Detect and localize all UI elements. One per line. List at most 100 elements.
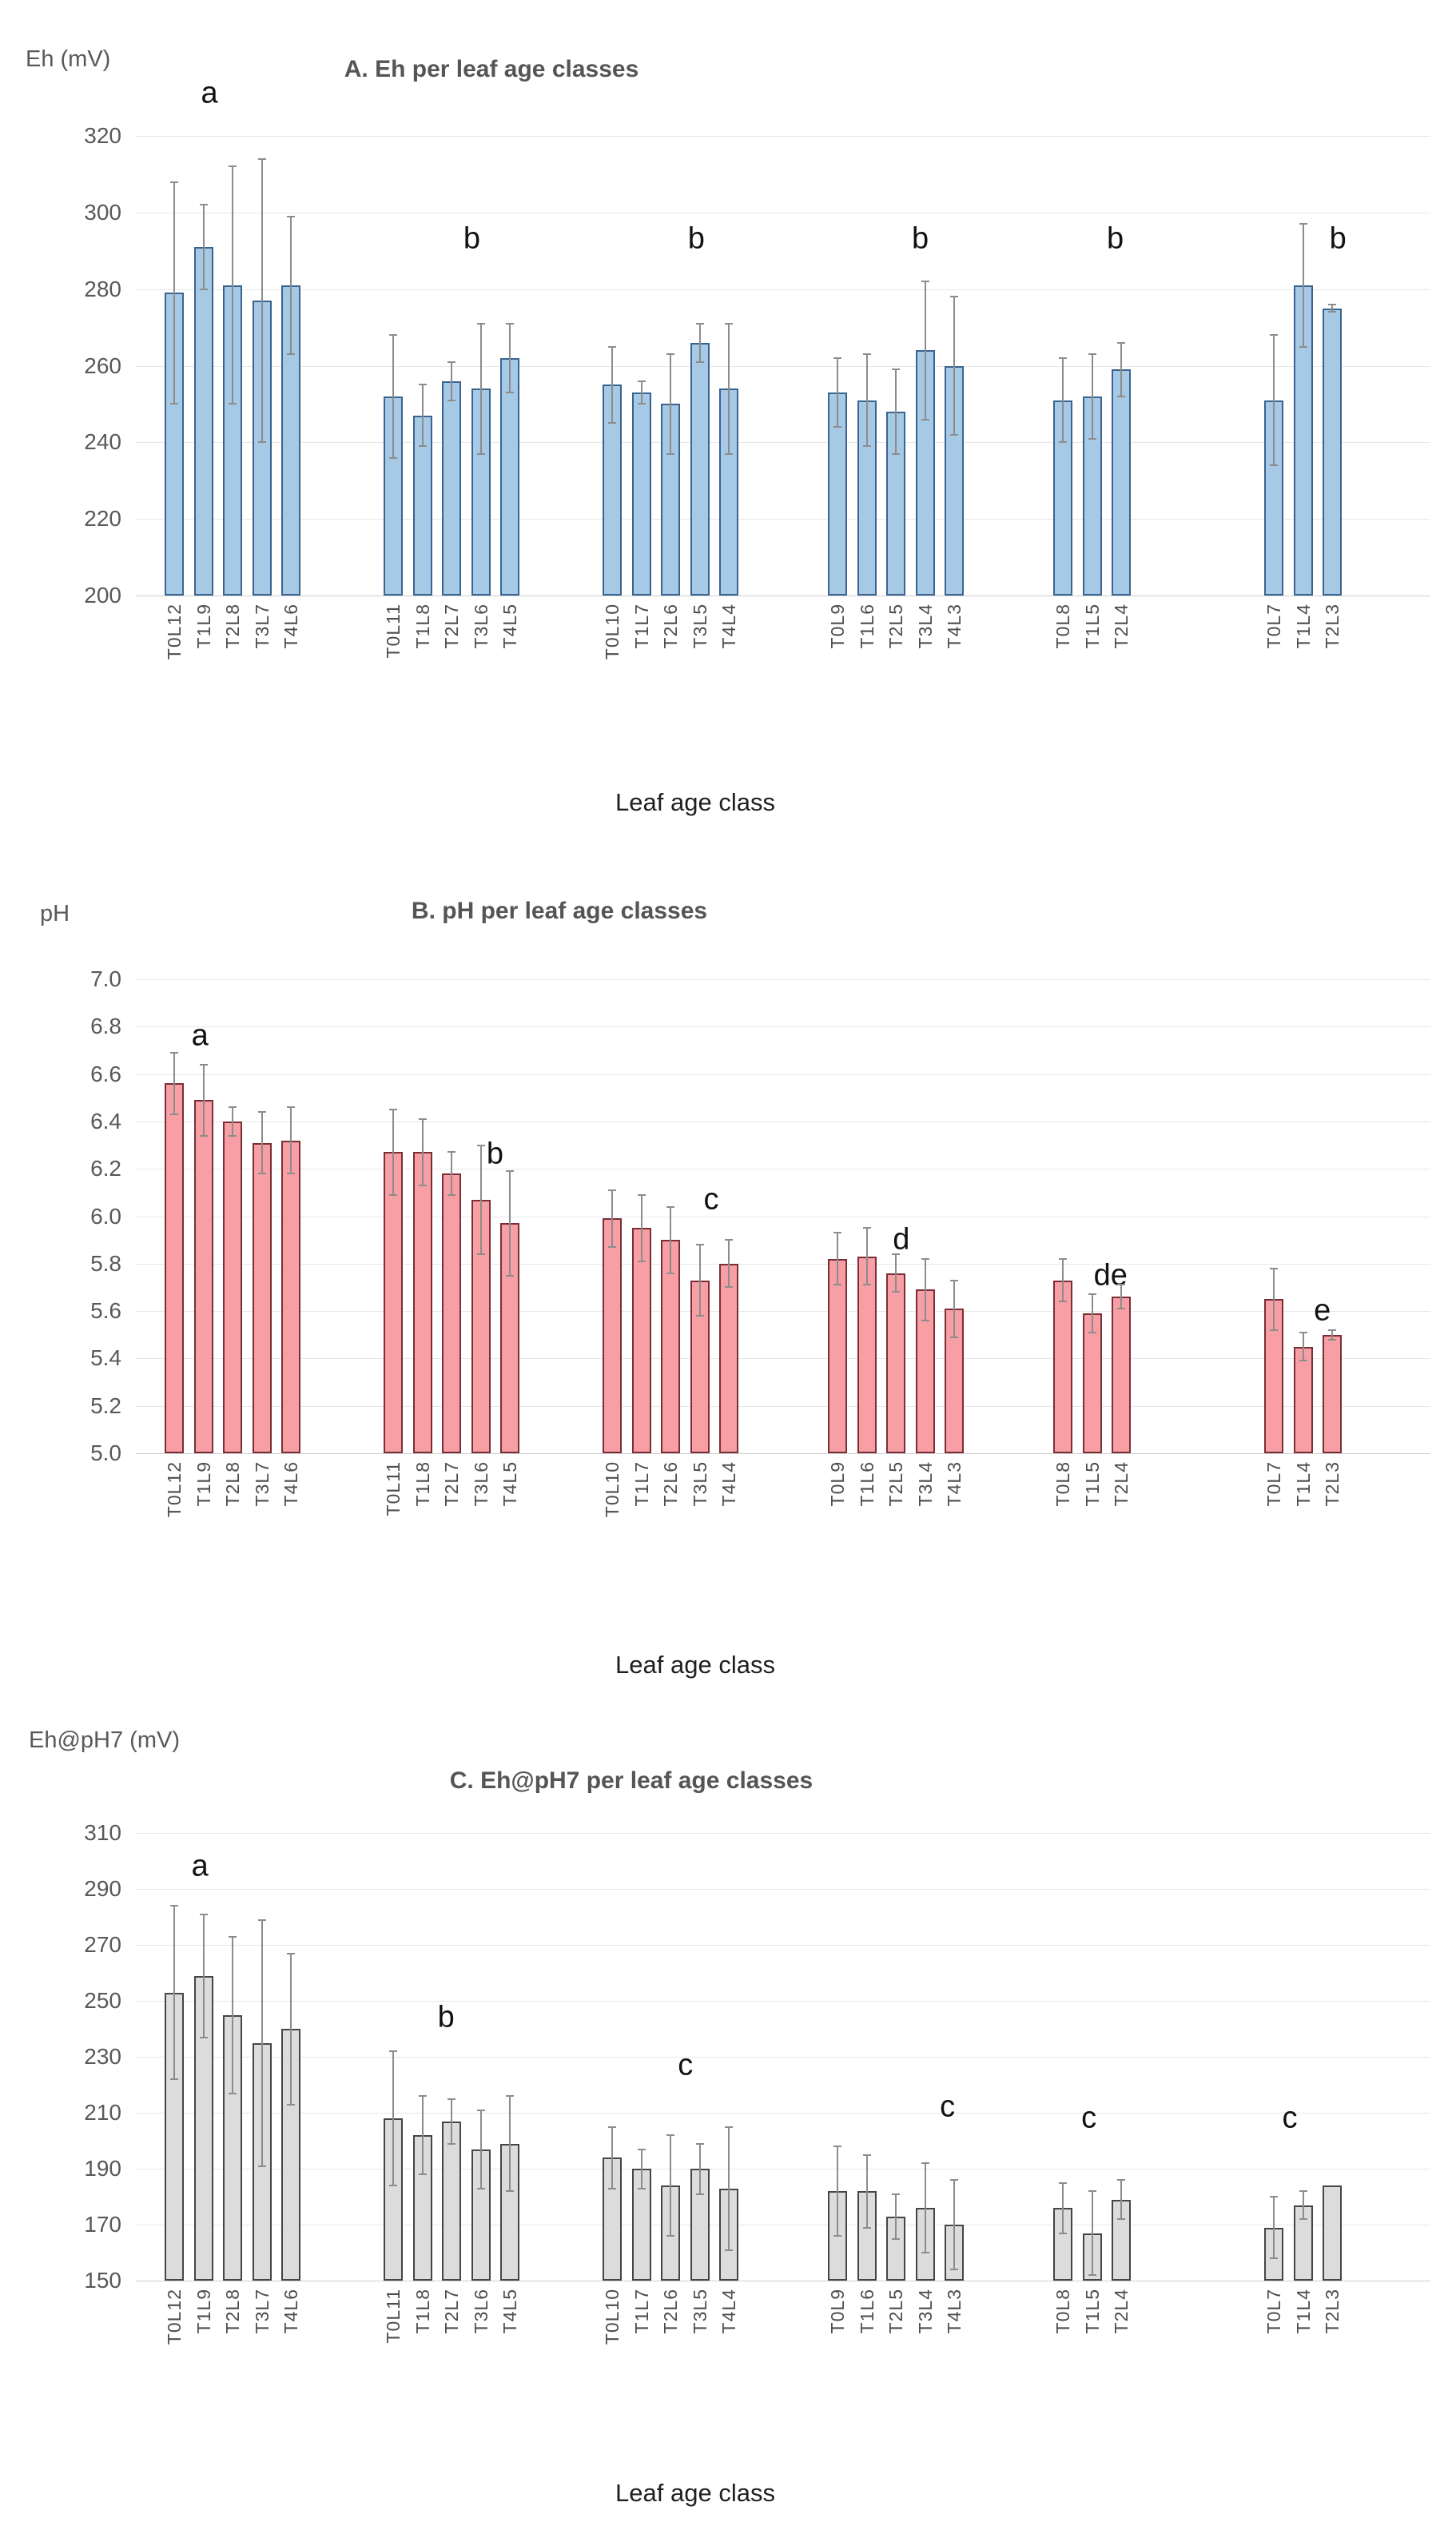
bar-t4l3 (945, 1309, 964, 1453)
error-bar-cap-top (257, 1111, 266, 1114)
error-bar-cap-top (637, 2148, 646, 2150)
error-bar-cap-top (199, 1063, 208, 1066)
error-bar-cap-top (287, 215, 295, 217)
error-bar-cap-bottom (1270, 1329, 1278, 1331)
error-bar-cap-top (1299, 1331, 1307, 1333)
error-bar-line (1331, 304, 1333, 313)
significance-letter: b (437, 2000, 455, 2034)
x-axis-tick-label: T3L4 (914, 2289, 936, 2334)
error-bar-cap-bottom (1117, 2218, 1125, 2220)
error-bar-cap-bottom (257, 1173, 266, 1175)
y-axis-tick-label: 5.2 (90, 1393, 121, 1418)
x-axis-tick-label: T1L5 (1081, 2289, 1103, 2334)
significance-letter: b (687, 221, 705, 256)
error-bar-cap-top (448, 2098, 455, 2100)
error-bar-cap-bottom (1059, 1301, 1067, 1303)
y-axis-tick-label: 6.8 (90, 1014, 121, 1039)
error-bar-cap-bottom (637, 2187, 646, 2189)
y-axis-tick-label: 210 (84, 2100, 121, 2125)
error-bar-cap-top (506, 1170, 514, 1173)
error-bar-line (232, 166, 233, 404)
y-axis-tick-label: 320 (84, 123, 121, 148)
chart-ph-section: pH B. pH per leaf age classes 7.0 6.8 6.6 6… (0, 851, 1456, 1699)
bar-t1l6 (857, 1256, 877, 1453)
significance-letter: c (940, 2090, 956, 2124)
error-bar-cap-top (637, 1193, 646, 1196)
error-bar-cap-bottom (950, 433, 958, 436)
error-bar-line (1331, 1329, 1333, 1340)
error-bar-cap-bottom (170, 2078, 178, 2080)
x-axis-tick-label: T2L8 (222, 1461, 243, 1507)
error-bar-line (640, 381, 642, 404)
error-bar-cap-bottom (476, 2187, 485, 2189)
error-bar-cap-bottom (608, 1246, 616, 1249)
bar-t1l4 (1293, 1346, 1313, 1453)
error-bar-line (953, 297, 955, 435)
significance-letter: b (912, 221, 929, 256)
x-axis-tick-label: T0L11 (383, 604, 404, 659)
x-axis-tick-label: T1L9 (193, 1461, 214, 1507)
error-bar-cap-top (833, 2146, 841, 2147)
error-bar-cap-bottom (608, 2187, 616, 2189)
error-bar-cap-bottom (448, 399, 455, 401)
bar-t1l9 (193, 246, 213, 596)
error-bar-line (728, 1240, 730, 1288)
bar-t2l3 (1323, 1334, 1342, 1453)
x-axis-tick-label: T0L9 (827, 2289, 848, 2334)
error-bar-line (290, 216, 292, 355)
error-bar-cap-top (1117, 2179, 1125, 2181)
error-bar-cap-bottom (833, 1284, 841, 1286)
y-axis-tick-label: 5.8 (90, 1250, 121, 1276)
bar-t0l11 (384, 396, 403, 596)
error-bar-line (1273, 2197, 1275, 2258)
error-bar-line (479, 323, 482, 454)
error-bar-cap-bottom (418, 1184, 427, 1186)
error-bar-cap-top (1117, 341, 1125, 344)
error-bar-line (837, 2146, 838, 2236)
bar-t3l5 (690, 342, 710, 596)
error-bar-cap-top (287, 1952, 295, 1954)
error-bar-cap-top (950, 2179, 958, 2181)
bar-t1l5 (1082, 1313, 1102, 1453)
bar-t1l9 (193, 1100, 213, 1453)
x-axis-tick-label: T1L4 (1292, 2289, 1314, 2334)
error-bar-line (261, 1112, 263, 1174)
x-axis-tick-label: T3L6 (470, 1461, 491, 1507)
error-bar-cap-bottom (608, 422, 616, 424)
gridline (136, 1026, 1430, 1028)
x-axis-tick-label: T1L5 (1081, 604, 1103, 649)
chart-ehph7-section: Eh@pH7 (mV) C. Eh@pH7 per leaf age class… (0, 1699, 1456, 2538)
error-bar-line (640, 1194, 642, 1261)
error-bar-cap-top (608, 1189, 616, 1191)
x-axis-tick-label: T4L3 (944, 1461, 965, 1507)
y-axis-tick-label: 240 (84, 429, 121, 455)
x-axis-tick-label: T2L6 (660, 2289, 681, 2334)
x-axis-tick-label: T2L5 (885, 604, 906, 649)
error-bar-cap-bottom (199, 1134, 208, 1137)
error-bar-cap-bottom (229, 403, 237, 405)
error-bar-line (290, 1953, 292, 2105)
error-bar-cap-bottom (1117, 1308, 1125, 1310)
plot-area-ph: 7.0 6.8 6.6 6.4 6.2 6.0 5.8 5.6 5.4 5.2 5.0 T0L12 T1… (90, 967, 1430, 1517)
y-axis-unit-label: Eh@pH7 (mV) (29, 1727, 180, 1753)
gridline (136, 1074, 1430, 1075)
error-bar-cap-bottom (199, 288, 208, 290)
x-axis-tick-label: T1L8 (412, 2289, 433, 2334)
chart-eh-section: Eh (mV) A. Eh per leaf age classes 320 30… (0, 0, 1456, 851)
plot-area-ehph7: 310 290 270 250 230 210 190 170 150 T0L12 T1L9 T2L8… (84, 1821, 1430, 2345)
bar-t1l6 (857, 400, 877, 596)
error-bar-cap-bottom (506, 1274, 514, 1277)
bar-t1l7 (631, 392, 651, 596)
error-bar-line (1120, 2180, 1122, 2219)
error-bar-line (173, 1052, 175, 1114)
bar-t4l6 (281, 1140, 300, 1453)
bar-t3l7 (252, 1142, 272, 1453)
error-bar-cap-top (1270, 2196, 1278, 2197)
error-bar-cap-top (229, 1106, 237, 1109)
error-bar-cap-bottom (389, 2185, 397, 2186)
x-axis-tick-label: T3L7 (251, 1461, 273, 1507)
error-bar-cap-bottom (637, 1260, 646, 1262)
y-axis-tick-label: 6.4 (90, 1108, 121, 1134)
error-bar-line (611, 346, 613, 424)
error-bar-cap-top (892, 1253, 900, 1255)
